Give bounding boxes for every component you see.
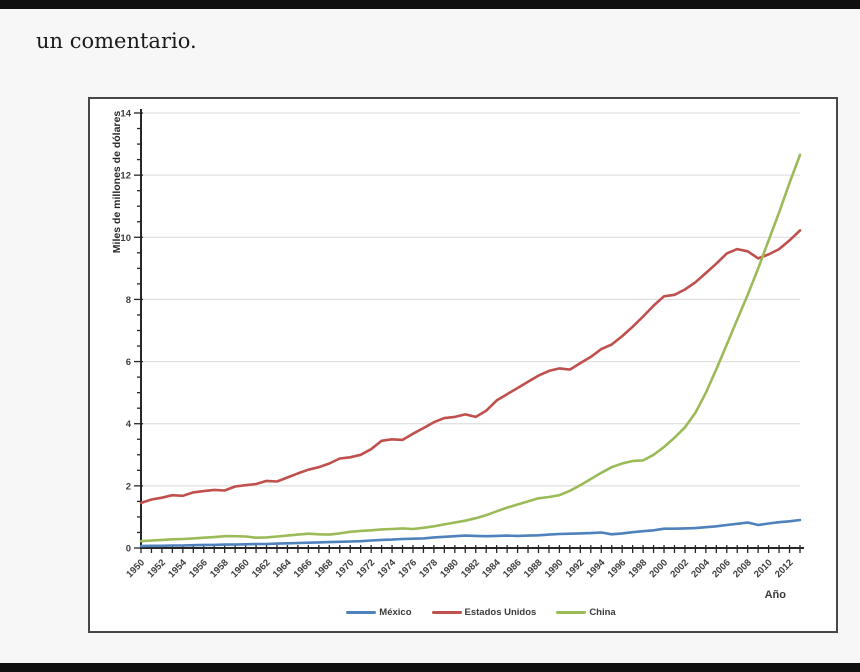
y-tick-label: 6 [126,357,131,368]
caption-text: un comentario. [36,29,197,53]
legend-swatch-estados-unidos [431,611,462,614]
legend-label: China [589,607,616,618]
legend-label: México [379,607,412,618]
y-tick-label: 4 [126,419,132,430]
legend-swatch-mexico [346,611,377,614]
line-chart: 0246810121419501952195419561958196019621… [111,109,804,580]
x-tick-label: 2010 [752,557,775,580]
x-tick-label: 1984 [480,557,503,580]
x-tick-label: 1962 [250,557,273,580]
data-series [139,153,802,548]
x-tick-label: 1960 [229,557,252,580]
legend-item-china: China [556,607,616,618]
series-line-estados-unidos [139,229,802,505]
legend-swatch-china [556,611,587,614]
y-tick-label: 0 [126,544,131,555]
x-tick-label: 1990 [543,557,566,580]
y-tick-label: 2 [126,481,131,492]
x-tick-label: 1978 [417,557,440,580]
x-tick-label: 1950 [124,557,147,580]
x-tick-label: 2000 [647,557,670,580]
x-tick-label: 2004 [689,557,712,580]
top-black-bar [0,0,860,9]
x-tick-label: 1996 [606,557,629,580]
bottom-black-bar [0,663,860,672]
x-axis-title: Año [764,589,786,601]
x-tick-label: 1972 [355,557,378,580]
x-tick-label: 1954 [166,557,189,580]
legend-item-estados-unidos: Estados Unidos [431,607,537,618]
x-tick-label: 1974 [375,557,398,580]
x-tick-label: 1966 [292,557,315,580]
y-axis-title: Miles de millones de dólares [111,111,123,254]
x-tick-label: 1968 [313,557,336,580]
x-tick-label: 1976 [396,557,419,580]
x-tick-label: 1988 [522,557,545,580]
chart-frame: 0 2 4 6 8 10 12 14 1950 1952 1954 1956 1958 1960 1962 1… [88,97,838,633]
y-tick-label: 10 [120,233,131,244]
x-tick-label: 1982 [459,557,482,580]
legend: México Estados Unidos China [90,607,836,618]
x-tick-label: 1964 [271,557,294,580]
x-tick-label: 1992 [564,557,587,580]
x-tick-label: 1994 [585,557,608,580]
y-tick-label: 8 [126,295,131,306]
x-tick-label: 1970 [334,557,357,580]
x-tick-label: 2012 [773,557,796,580]
x-tick-label: 1956 [187,557,210,580]
gridlines [141,112,800,487]
legend-label: Estados Unidos [464,607,537,618]
legend-item-mexico: México [346,607,412,618]
x-tick-label: 2008 [731,557,754,580]
y-tick-label: 14 [120,109,131,120]
x-tick-label: 1952 [145,557,168,580]
x-tick-label: 1998 [626,557,649,580]
series-line-mexico [139,518,802,548]
y-tick-label: 12 [120,171,131,182]
series-line-china [139,153,802,543]
x-tick-label: 2002 [668,557,691,580]
x-tick-label: 1980 [438,557,461,580]
x-tick-label: 1986 [501,557,524,580]
x-tick-label: 1958 [208,557,231,580]
axes: 0246810121419501952195419561958196019621… [120,109,804,580]
x-tick-label: 2006 [710,557,733,580]
